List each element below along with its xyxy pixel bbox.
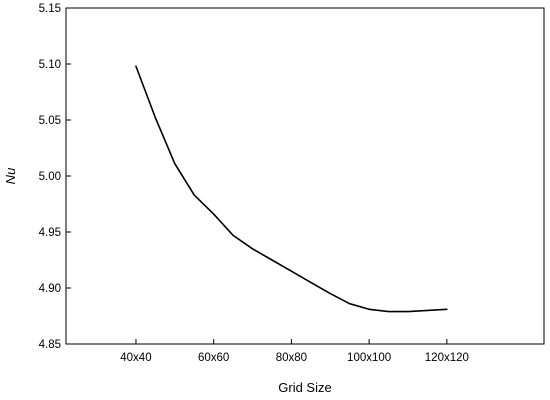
y-tick-label: 5.00 (39, 171, 61, 183)
x-axis: 40x40 60x60 80x80 100x100 120x120 (120, 339, 469, 364)
y-tick-label: 5.15 (39, 3, 61, 15)
x-tick-label: 40x40 (120, 352, 151, 364)
y-axis: 4.85 4.90 4.95 5.00 5.05 5.10 5.15 (39, 3, 71, 351)
y-tick-label: 4.90 (39, 283, 61, 295)
x-tick-label: 100x100 (347, 352, 391, 364)
x-axis-label: Grid Size (278, 380, 331, 395)
x-tick-label: 80x80 (276, 352, 307, 364)
series-line (135, 65, 448, 313)
x-tick-label: 120x120 (425, 352, 469, 364)
y-tick-label: 5.05 (39, 115, 61, 127)
y-tick-label: 5.10 (39, 59, 61, 71)
y-tick-label: 4.85 (39, 339, 61, 351)
y-tick-label: 4.95 (39, 227, 61, 239)
plot-frame (65, 7, 545, 345)
y-axis-label: Nu (3, 168, 18, 185)
x-tick-label: 60x60 (198, 352, 229, 364)
